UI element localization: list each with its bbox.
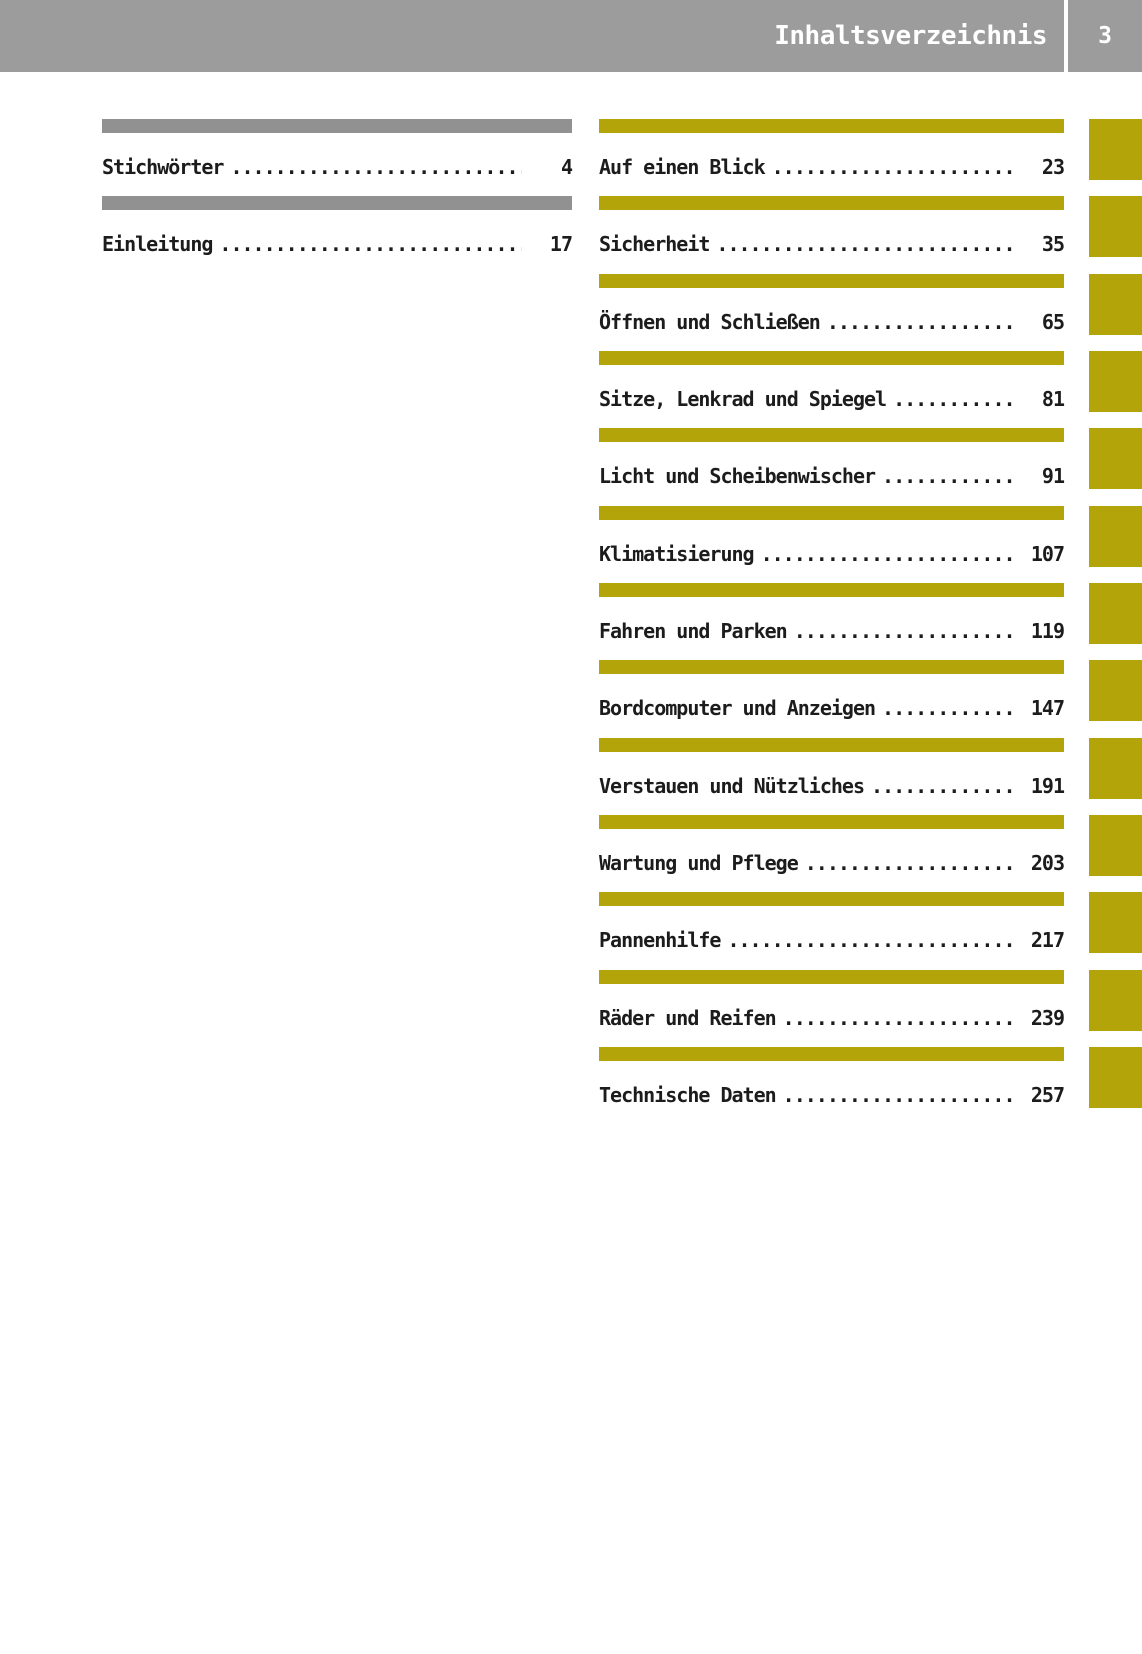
page-title: Inhaltsverzeichnis [774,21,1047,51]
section-bar [599,350,1064,365]
dot-leader: ........................................… [893,386,1014,411]
section-thumb-tab [1089,969,1142,1031]
toc-entry: Sitze, Lenkrad und Spiegel .............… [599,350,1065,428]
toc-entry-label: Sitze, Lenkrad und Spiegel [599,386,887,411]
toc-entry: Bordcomputer und Anzeigen ..............… [599,660,1065,737]
section-bar [599,737,1064,752]
dot-leader: ........................................… [219,232,522,257]
section-thumb-tab [1089,350,1142,412]
toc-column-right: Auf einen Blick ........................… [599,119,1065,1124]
toc-entry-label: Räder und Reifen [599,1005,777,1030]
toc-entry-label: Fahren und Parken [599,618,788,643]
section-bar [599,582,1064,597]
dot-leader: ........................................… [782,1005,1014,1030]
toc-entry-label: Verstauen und Nützliches [599,773,865,798]
toc-entry: Wartung und Pflege .....................… [599,814,1065,892]
toc-entry-label: Sicherheit [599,232,710,257]
toc-entry-label: Einleitung [102,232,213,257]
toc-entry: Stichwörter ............................… [102,119,573,196]
toc-entry-page: 23 [1041,155,1065,179]
section-bar [599,969,1064,984]
toc-entry: Verstauen und Nützliches ...............… [599,737,1065,815]
section-thumb-tab [1089,582,1142,644]
toc-entry: Räder und Reifen .......................… [599,969,1065,1047]
section-thumb-tab [1089,737,1142,799]
dot-leader: ........................................… [782,1082,1014,1107]
page-header: Inhaltsverzeichnis 3 [0,0,1142,72]
section-thumb-tab [1089,660,1142,722]
section-bar [599,119,1064,133]
dot-leader: ........................................… [727,928,1014,953]
toc-entry-page: 191 [1030,773,1065,798]
toc-entry-page: 239 [1030,1005,1065,1030]
section-thumb-tab [1089,505,1142,567]
toc-entry-label: Klimatisierung [599,541,755,566]
toc-entry-page: 4 [560,155,573,179]
dot-leader: ........................................… [793,618,1014,643]
toc-entry: Öffnen und Schließen ...................… [599,273,1065,351]
toc-entry-page: 35 [1041,232,1065,257]
section-thumb-tab [1089,1046,1142,1108]
section-bar [599,892,1064,907]
dot-leader: ........................................… [870,773,1014,798]
toc-entry: Pannenhilfe ............................… [599,892,1065,969]
dot-leader: ........................................… [826,309,1014,334]
toc-entry-page: 81 [1041,386,1065,411]
toc-entry: Sicherheit .............................… [599,196,1065,273]
toc-entry-page: 17 [549,232,573,257]
toc-entry-page: 107 [1030,541,1065,566]
section-bar [599,660,1064,675]
toc-entry-page: 203 [1030,850,1065,875]
section-bar [102,196,572,211]
toc-entry-label: Bordcomputer und Anzeigen [599,696,876,721]
section-bar [599,505,1064,520]
section-thumb-tab [1089,119,1142,180]
page-number: 3 [1098,23,1112,49]
dot-leader: ........................................… [882,464,1014,489]
section-thumb-tab [1089,814,1142,876]
toc-entry: Fahren und Parken ......................… [599,582,1065,660]
toc-entry-label: Wartung und Pflege [599,850,799,875]
dot-leader: ........................................… [716,232,1014,257]
toc-entry-page: 257 [1030,1082,1065,1107]
toc-entry: Technische Daten .......................… [599,1046,1065,1124]
toc-entry: Einleitung .............................… [102,196,573,273]
toc-entry-page: 119 [1030,618,1065,643]
section-bar [102,119,572,133]
header-divider [1064,0,1068,72]
toc-entry-label: Licht und Scheibenwischer [599,464,876,489]
toc-entry-label: Technische Daten [599,1082,777,1107]
toc-column-left: Stichwörter ............................… [102,119,573,274]
dot-leader: ........................................… [882,696,1014,721]
section-thumb-tab [1089,196,1142,258]
dot-leader: ........................................… [760,541,1014,566]
toc-entry-label: Stichwörter [102,155,224,179]
toc-entry: Auf einen Blick ........................… [599,119,1065,196]
section-bar [599,428,1064,443]
toc-entry-page: 91 [1041,464,1065,489]
dot-leader: ........................................… [804,850,1014,875]
toc-entry-label: Öffnen und Schließen [599,309,821,334]
toc-entry-page: 147 [1030,696,1065,721]
thumb-tabs-rail [1089,119,1142,1124]
section-bar [599,273,1064,288]
section-thumb-tab [1089,273,1142,335]
toc-entry-label: Pannenhilfe [599,928,721,953]
toc-entry-page: 217 [1030,928,1065,953]
section-bar [599,814,1064,829]
section-thumb-tab [1089,892,1142,954]
toc-entry-page: 65 [1041,309,1065,334]
toc-entry-label: Auf einen Blick [599,155,766,179]
dot-leader: ........................................… [230,155,522,179]
section-bar [599,196,1064,211]
section-thumb-tab [1089,428,1142,490]
dot-leader: ........................................… [771,155,1014,179]
toc-entry: Licht und Scheibenwischer ..............… [599,428,1065,505]
section-bar [599,1046,1064,1061]
toc-entry: Klimatisierung .........................… [599,505,1065,583]
